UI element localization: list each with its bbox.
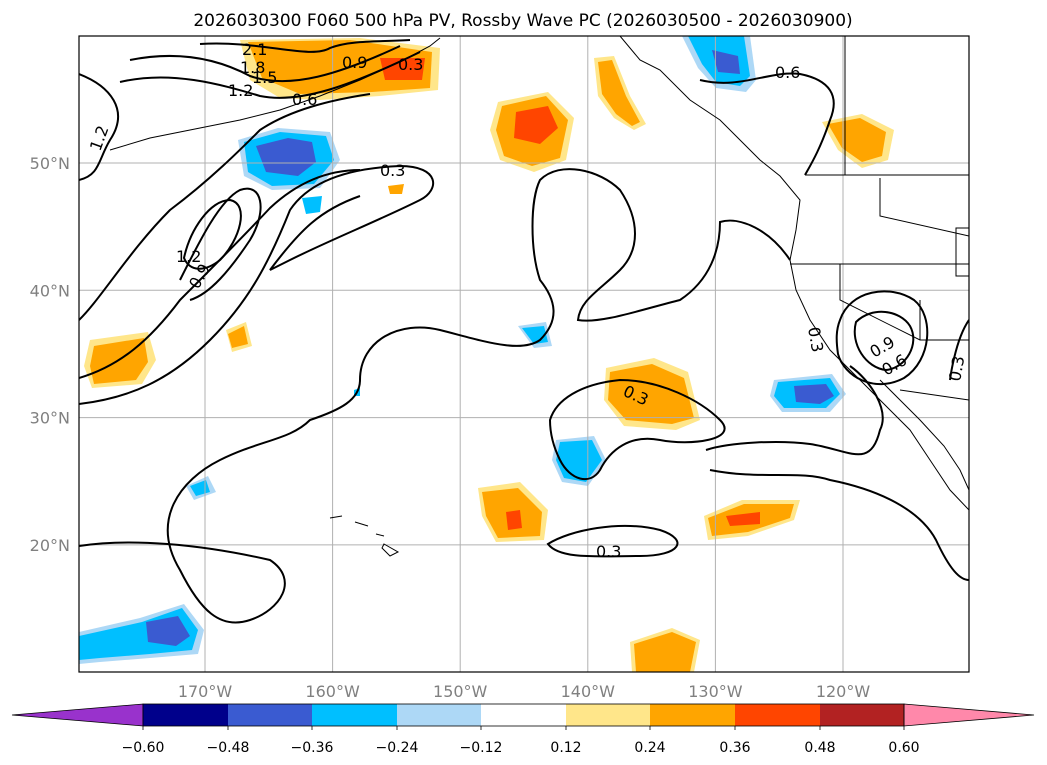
pos-anomaly-region bbox=[598, 60, 640, 126]
latitude-label: 30°N bbox=[30, 409, 70, 428]
pv-contour bbox=[835, 290, 929, 386]
longitude-labels: 170°W 160°W 150°W 140°W 130°W 120°W bbox=[178, 682, 871, 701]
colorbar: −0.60 −0.48 −0.36 −0.24 −0.12 0.12 0.24 0.36 0.4… bbox=[11, 703, 1035, 756]
pv-contour bbox=[199, 39, 411, 53]
longitude-label: 170°W bbox=[178, 682, 233, 701]
colorbar-segment bbox=[397, 704, 481, 726]
neg-anomaly-region bbox=[794, 384, 834, 404]
pv-contour bbox=[709, 469, 969, 581]
pos-anomaly-region bbox=[634, 632, 696, 672]
pos-anomaly-region bbox=[506, 510, 522, 530]
pv-contour bbox=[129, 45, 401, 83]
map-frame bbox=[78, 35, 970, 673]
colorbar-tick-label: 0.12 bbox=[550, 740, 581, 756]
colorbar-tick-label: −0.36 bbox=[291, 740, 334, 756]
pv-contour bbox=[699, 72, 835, 176]
colorbar-segment bbox=[650, 704, 735, 726]
pv-contour bbox=[853, 310, 915, 372]
pv-contour bbox=[546, 524, 679, 558]
mexico-border bbox=[899, 389, 969, 401]
latitude-label: 20°N bbox=[30, 536, 70, 555]
colorbar-segment bbox=[566, 704, 650, 726]
colorbar-tick-label: 0.60 bbox=[888, 740, 919, 756]
contour-label: 0.6 bbox=[775, 63, 800, 82]
baja-california bbox=[879, 379, 969, 491]
pos-anomaly-region bbox=[388, 184, 404, 194]
contour-label: 1.2 bbox=[176, 247, 201, 266]
pos-anomaly-region bbox=[608, 364, 694, 424]
colorbar-segment bbox=[820, 704, 904, 726]
colorbar-tick-label: −0.48 bbox=[207, 740, 250, 756]
neg-anomaly-region bbox=[302, 196, 322, 214]
contour-label: 0.6 bbox=[292, 90, 317, 109]
latitude-label: 50°N bbox=[30, 154, 70, 173]
pv-contour bbox=[119, 51, 421, 99]
pv-contour bbox=[949, 319, 969, 381]
contour-label: 1.8 bbox=[240, 58, 265, 77]
longitude-label: 130°W bbox=[688, 682, 743, 701]
colorbar-extend-max bbox=[903, 703, 1035, 727]
longitude-label: 140°W bbox=[561, 682, 616, 701]
pv-contour bbox=[79, 93, 371, 321]
figure-title: 2026030300 F060 500 hPa PV, Rossby Wave … bbox=[193, 11, 852, 31]
map-panel: 2.1 1.8 1.5 1.2 0.9 0.6 0.3 1.2 0.9 1.2 … bbox=[78, 35, 970, 673]
contour-label: 0.3 bbox=[804, 325, 827, 353]
contour-label: 0.9 bbox=[342, 53, 367, 72]
longitude-label: 120°W bbox=[816, 682, 871, 701]
pv-contour bbox=[179, 187, 262, 301]
contour-label: 0.3 bbox=[596, 542, 621, 561]
pos-anomaly-region bbox=[726, 512, 760, 526]
colorbar-segment bbox=[735, 704, 820, 726]
neg-anomaly-region bbox=[256, 138, 316, 176]
colorbar-tick-label: −0.24 bbox=[376, 740, 419, 756]
state-border bbox=[839, 264, 969, 341]
contour-label: 1.5 bbox=[252, 68, 277, 87]
colorbar-segment bbox=[143, 704, 228, 726]
pv-contour bbox=[705, 365, 884, 456]
pv-contours bbox=[79, 39, 969, 624]
pos-anomaly-region bbox=[514, 106, 558, 144]
pos-anomaly-region bbox=[380, 58, 425, 80]
contour-labels: 2.1 1.8 1.5 1.2 0.9 0.6 0.3 1.2 0.9 1.2 … bbox=[86, 40, 968, 561]
latitude-label: 40°N bbox=[30, 281, 70, 300]
contour-label: 0.3 bbox=[380, 161, 405, 180]
state-border bbox=[879, 178, 969, 237]
pv-contour bbox=[548, 378, 726, 481]
pv-contour bbox=[182, 198, 242, 270]
colorbar-tick-label: 0.24 bbox=[634, 740, 665, 756]
contour-label: 1.2 bbox=[228, 81, 253, 100]
pv-contour bbox=[79, 164, 435, 405]
colorbar-outline bbox=[142, 703, 905, 727]
neg-anomaly-region bbox=[712, 50, 740, 74]
colorbar-extend-min bbox=[11, 703, 144, 727]
colorbar-segment bbox=[312, 704, 397, 726]
longitude-label: 150°W bbox=[433, 682, 488, 701]
pv-contour bbox=[79, 73, 120, 181]
colorbar-tick-label: −0.12 bbox=[460, 740, 503, 756]
colorbar-segment bbox=[481, 704, 566, 726]
pv-contour bbox=[79, 168, 791, 624]
hawaii-islands bbox=[329, 515, 400, 557]
colorbar-tick-label: 0.48 bbox=[804, 740, 835, 756]
contour-label: 0.3 bbox=[398, 55, 423, 74]
pos-anomaly-region bbox=[228, 326, 248, 348]
contour-label: 2.1 bbox=[242, 40, 267, 59]
colorbar-tick-label: 0.36 bbox=[719, 740, 750, 756]
contour-label: 0.3 bbox=[945, 354, 968, 382]
latitude-labels: 20°N 30°N 40°N 50°N bbox=[30, 154, 70, 555]
colorbar-segment bbox=[228, 704, 312, 726]
neg-anomaly-region bbox=[146, 616, 190, 646]
colorbar-tick-label: −0.60 bbox=[122, 740, 165, 756]
longitude-label: 160°W bbox=[305, 682, 360, 701]
